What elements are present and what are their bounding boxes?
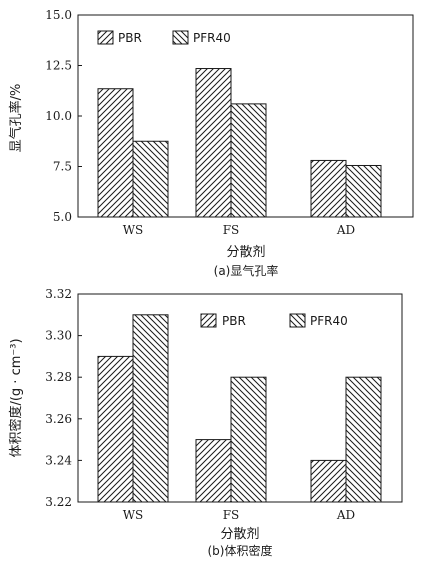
- chart-a-caption: (a)显气孔率: [214, 263, 279, 278]
- chart-b: 3.22 3.24 3.26 3.28 3.30 3.32 WS FS AD 体积密度/(g ·…: [8, 287, 403, 558]
- chart-b-plot: 3.22 3.24 3.26 3.28 3.30 3.32 WS FS AD: [45, 287, 403, 522]
- y-tick-label: 5.0: [53, 210, 72, 224]
- legend-swatch-pbr: [200, 313, 217, 328]
- bar-pbr-ad: [310, 459, 347, 503]
- bar-pfr40-ad: [345, 376, 382, 503]
- x-tick-label: AD: [336, 508, 355, 522]
- chart-b-caption: (b)体积密度: [208, 543, 273, 558]
- chart-a-legend: PBR PFR40: [97, 30, 231, 45]
- legend-label-pbr: PBR: [118, 31, 142, 45]
- y-tick-label: 15.0: [45, 8, 72, 22]
- bar-pbr-ws: [97, 88, 134, 218]
- y-tick-label: 3.22: [45, 495, 72, 509]
- y-tick-label: 3.26: [45, 412, 72, 426]
- bar-pbr-ad: [310, 159, 347, 218]
- y-tick-label: 3.28: [45, 370, 72, 384]
- y-tick-label: 12.5: [45, 59, 72, 73]
- legend-label-pbr: PBR: [222, 314, 246, 328]
- chart-b-ylabel: 体积密度/(g · cm⁻³): [8, 338, 24, 457]
- chart-a-gridless-plot: 5.0 7.5 10.0 12.5 15.0 WS FS AD: [45, 8, 414, 237]
- y-tick-label: 3.24: [45, 453, 72, 467]
- chart-a: 5.0 7.5 10.0 12.5 15.0 WS FS AD 显气孔率/% 分散剂 (a)显…: [8, 8, 414, 278]
- y-tick-label: 3.32: [45, 287, 72, 301]
- legend-swatch-pbr: [97, 30, 114, 45]
- chart-a-ylabel: 显气孔率/%: [8, 84, 24, 153]
- legend-swatch-pfr40: [289, 313, 306, 328]
- y-tick-label: 10.0: [45, 109, 72, 123]
- legend-label-pfr40: PFR40: [310, 314, 348, 328]
- y-tick-label: 3.30: [45, 329, 72, 343]
- bar-pbr-fs: [195, 68, 232, 218]
- bar-pfr40-ws: [132, 140, 169, 218]
- bar-pfr40-ad: [345, 164, 382, 218]
- x-tick-label: WS: [123, 223, 144, 237]
- bar-pbr-ws: [97, 355, 134, 503]
- x-tick-label: AD: [336, 223, 355, 237]
- bar-pfr40-ws: [132, 314, 169, 503]
- bar-pfr40-fs: [230, 376, 267, 503]
- bar-pbr-fs: [195, 439, 232, 503]
- legend-label-pfr40: PFR40: [193, 31, 231, 45]
- y-tick-label: 7.5: [53, 160, 72, 174]
- legend-swatch-pfr40: [172, 30, 189, 45]
- x-tick-label: FS: [223, 508, 240, 522]
- x-tick-label: FS: [223, 223, 240, 237]
- chart-a-xlabel: 分散剂: [226, 245, 265, 260]
- chart-b-legend: PBR PFR40: [200, 313, 348, 328]
- x-tick-label: WS: [123, 508, 144, 522]
- chart-b-xlabel: 分散剂: [220, 527, 259, 542]
- bar-pfr40-fs: [230, 103, 267, 218]
